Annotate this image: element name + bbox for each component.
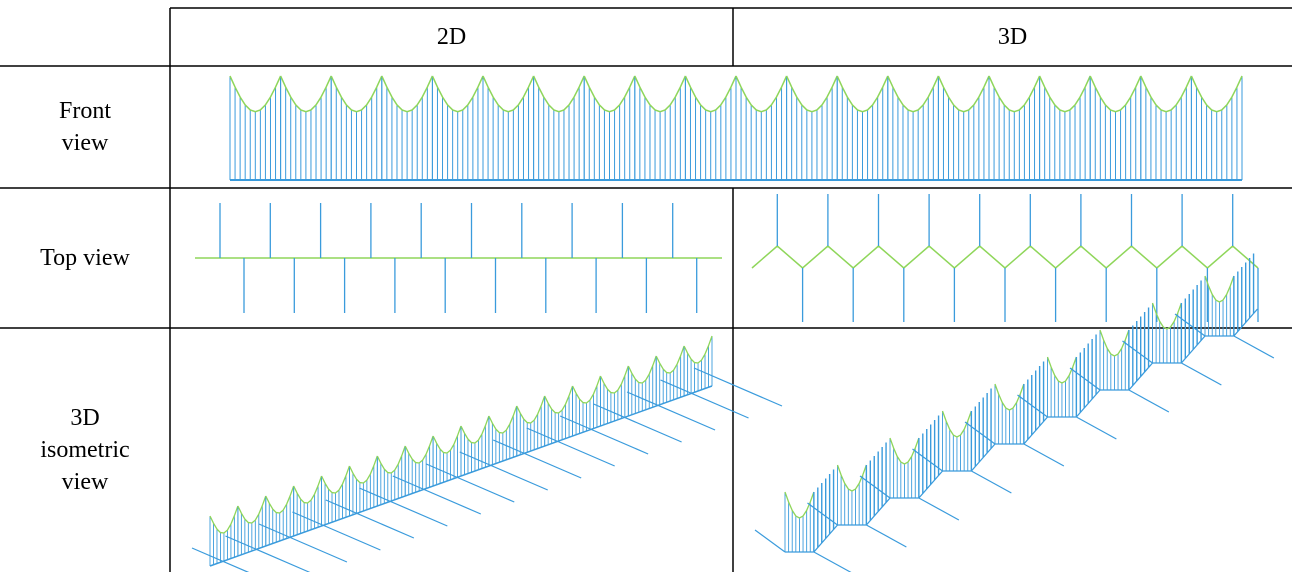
- iso2d-tie-strut: [593, 403, 682, 443]
- iso3d-scallop-edge: [1204, 275, 1235, 303]
- header-3d: 3D: [733, 8, 1292, 66]
- iso3d-tie-strut: [1174, 313, 1206, 337]
- iso3d-tie-strut: [1023, 443, 1065, 467]
- iso3d-tie-strut: [866, 524, 907, 548]
- iso2d-scallop-edge: [348, 455, 378, 484]
- iso2d-scallop-edge: [460, 415, 490, 444]
- iso2d-scallop-edge: [655, 345, 685, 374]
- front-scallop-edge: [634, 75, 687, 113]
- iso3d-tie-strut: [1181, 362, 1222, 386]
- iso3d-tie-strut: [1076, 416, 1117, 440]
- iso2d-scallop-edge: [571, 375, 602, 404]
- iso2d-scallop-edge: [544, 385, 574, 414]
- row-label-iso-text: 3D isometric view: [40, 405, 130, 495]
- iso2d-tie-strut: [191, 547, 250, 572]
- iso3d-tie-strut: [918, 497, 960, 521]
- front-scallop-edge: [482, 75, 535, 113]
- iso2d-tie-strut: [292, 511, 381, 551]
- iso2d-tie-strut: [325, 499, 415, 539]
- iso3d-tie-strut: [971, 470, 1012, 494]
- iso3d-tie-strut: [964, 421, 996, 445]
- iso3d-tie-strut: [813, 551, 852, 572]
- front-scallop-edge: [988, 75, 1041, 113]
- iso2d-scallop-edge: [265, 485, 295, 514]
- row-label-front-text: Front view: [58, 98, 111, 156]
- front-scallop-edge: [887, 75, 940, 113]
- header-2d-text: 2D: [436, 24, 467, 50]
- iso3d-tie-strut: [1122, 340, 1153, 364]
- iso3d-tie-strut: [1233, 335, 1275, 359]
- iso2d-scallop-edge: [237, 495, 267, 524]
- iso2d-tie-strut: [492, 439, 582, 479]
- front-scallop-edge: [1089, 75, 1142, 113]
- front-scallop-edge: [1190, 75, 1243, 113]
- iso2d-scallop-edge: [209, 505, 239, 534]
- iso2d-scallop-edge: [376, 445, 406, 474]
- iso3d-tie-strut: [859, 475, 891, 499]
- iso2d-scallop-edge: [293, 475, 323, 504]
- iso2d-tie-strut: [426, 463, 515, 503]
- front-scallop-edge: [431, 75, 484, 113]
- front-scallop-edge: [937, 75, 990, 113]
- front-scallop-edge: [532, 75, 585, 113]
- front-scallop-edge: [279, 75, 332, 113]
- header-2d: 2D: [170, 8, 733, 66]
- iso2d-tie-strut: [459, 451, 548, 491]
- iso2d-scallop-edge: [404, 435, 434, 464]
- iso2d-scallop-edge: [320, 465, 351, 494]
- front-scallop-edge: [381, 75, 434, 113]
- front-scallop-edge: [836, 75, 889, 113]
- iso2d-tie-strut: [258, 523, 348, 563]
- iso2d-tie-strut: [660, 379, 749, 419]
- front-scallop-edge: [229, 75, 282, 113]
- iso2d-scallop-edge: [488, 405, 518, 434]
- iso2d-scallop-edge: [683, 335, 713, 364]
- iso2d-scallop-edge: [627, 355, 657, 384]
- iso2d-scallop-edge: [516, 395, 546, 424]
- front-scallop-edge: [684, 75, 737, 113]
- front-scallop-edge: [785, 75, 838, 113]
- front-scallop-edge: [330, 75, 383, 113]
- row-label-iso-view: 3D isometric view: [0, 328, 170, 572]
- front-scallop-edge: [735, 75, 788, 113]
- iso3d-tie-strut: [1069, 367, 1101, 391]
- iso2d-tie-strut: [559, 415, 649, 455]
- iso3d-tie-strut: [754, 529, 786, 553]
- iso3d-tie-strut: [1017, 394, 1048, 418]
- iso3d-tie-strut: [1128, 389, 1170, 413]
- front-scallop-edge: [1038, 75, 1091, 113]
- iso3d-tie-strut: [807, 502, 838, 526]
- row-label-top-text: Top view: [40, 245, 130, 271]
- iso2d-scallop-edge: [432, 425, 462, 454]
- iso2d-tie-strut: [225, 535, 311, 572]
- row-label-top-view: Top view: [0, 188, 170, 328]
- front-scallop-edge: [583, 75, 636, 113]
- row-label-front-view: Front view: [0, 66, 170, 188]
- iso2d-tie-strut: [626, 391, 716, 431]
- iso3d-tie-strut: [912, 448, 943, 472]
- header-3d-text: 3D: [997, 24, 1028, 50]
- iso2d-scallop-edge: [599, 365, 629, 394]
- front-scallop-edge: [1140, 75, 1193, 113]
- iso2d-tie-strut: [392, 475, 482, 515]
